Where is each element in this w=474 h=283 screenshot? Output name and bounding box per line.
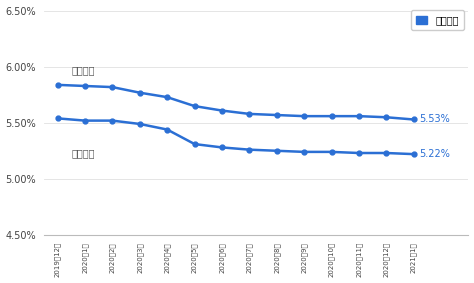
Legend: 连续下降: 连续下降 xyxy=(411,10,464,30)
Text: 首套利率: 首套利率 xyxy=(71,149,95,158)
Text: 5.22%: 5.22% xyxy=(419,149,450,159)
Text: 5.53%: 5.53% xyxy=(419,115,450,125)
Text: 二套利率: 二套利率 xyxy=(71,65,95,75)
